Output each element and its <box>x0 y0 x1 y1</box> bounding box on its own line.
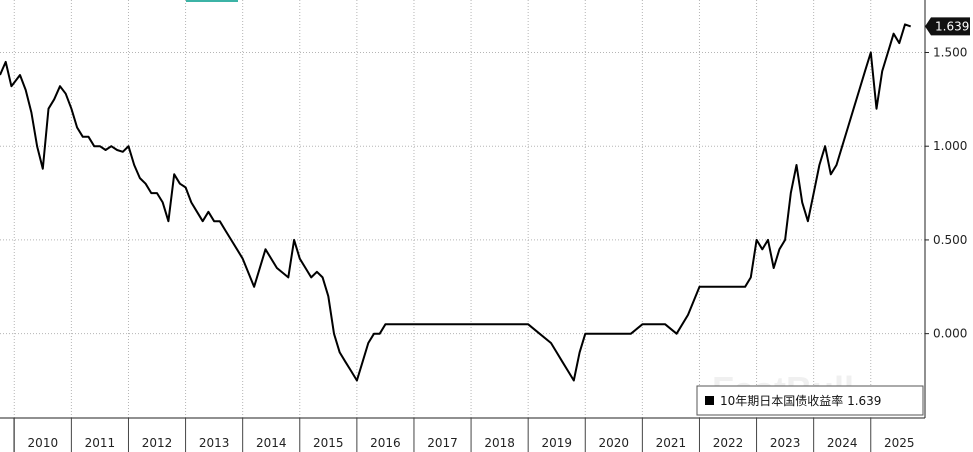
x-tick-label: 2018 <box>484 436 515 450</box>
y-tick-label: 0.000 <box>933 327 967 341</box>
x-tick-label: 2017 <box>427 436 458 450</box>
x-tick-label: 2024 <box>827 436 858 450</box>
y-tick-label: 1.000 <box>933 139 967 153</box>
x-tick-label: 2010 <box>28 436 59 450</box>
last-value-callout-bg <box>925 17 970 36</box>
x-tick-label: 2015 <box>313 436 344 450</box>
x-tick-label: 2014 <box>256 436 287 450</box>
x-tick-label: 2012 <box>142 436 173 450</box>
grid <box>0 0 925 418</box>
x-axis: 2010 2011 2012 2013 2014 2015 2016 2017 2018 2019… <box>13 418 915 452</box>
x-tick-label: 2020 <box>599 436 630 450</box>
x-tick-label: 2016 <box>370 436 401 450</box>
legend: 10年期日本国债收益率 1.639 <box>696 385 924 416</box>
x-tick-label: 2022 <box>713 436 744 450</box>
x-tick-label: 2011 <box>85 436 116 450</box>
y-tick-label: 1.500 <box>933 45 967 59</box>
x-tick-label: 2021 <box>656 436 687 450</box>
legend-label: 10年期日本国债收益率 1.639 <box>720 393 881 408</box>
series-line <box>0 23 912 382</box>
x-tick-label: 2019 <box>541 436 572 450</box>
last-value-callout: 1.639 <box>925 17 970 36</box>
y-axis: 1.500 1.000 0.500 0.000 <box>925 45 967 341</box>
x-tick-label: 2023 <box>770 436 801 450</box>
y-tick-label: 0.500 <box>933 233 967 247</box>
legend-box <box>696 385 924 416</box>
x-tick-label: 2013 <box>199 436 230 450</box>
legend-swatch <box>705 396 714 405</box>
x-tick-label: 2025 <box>884 436 915 450</box>
last-value-label: 1.639 <box>935 19 969 33</box>
